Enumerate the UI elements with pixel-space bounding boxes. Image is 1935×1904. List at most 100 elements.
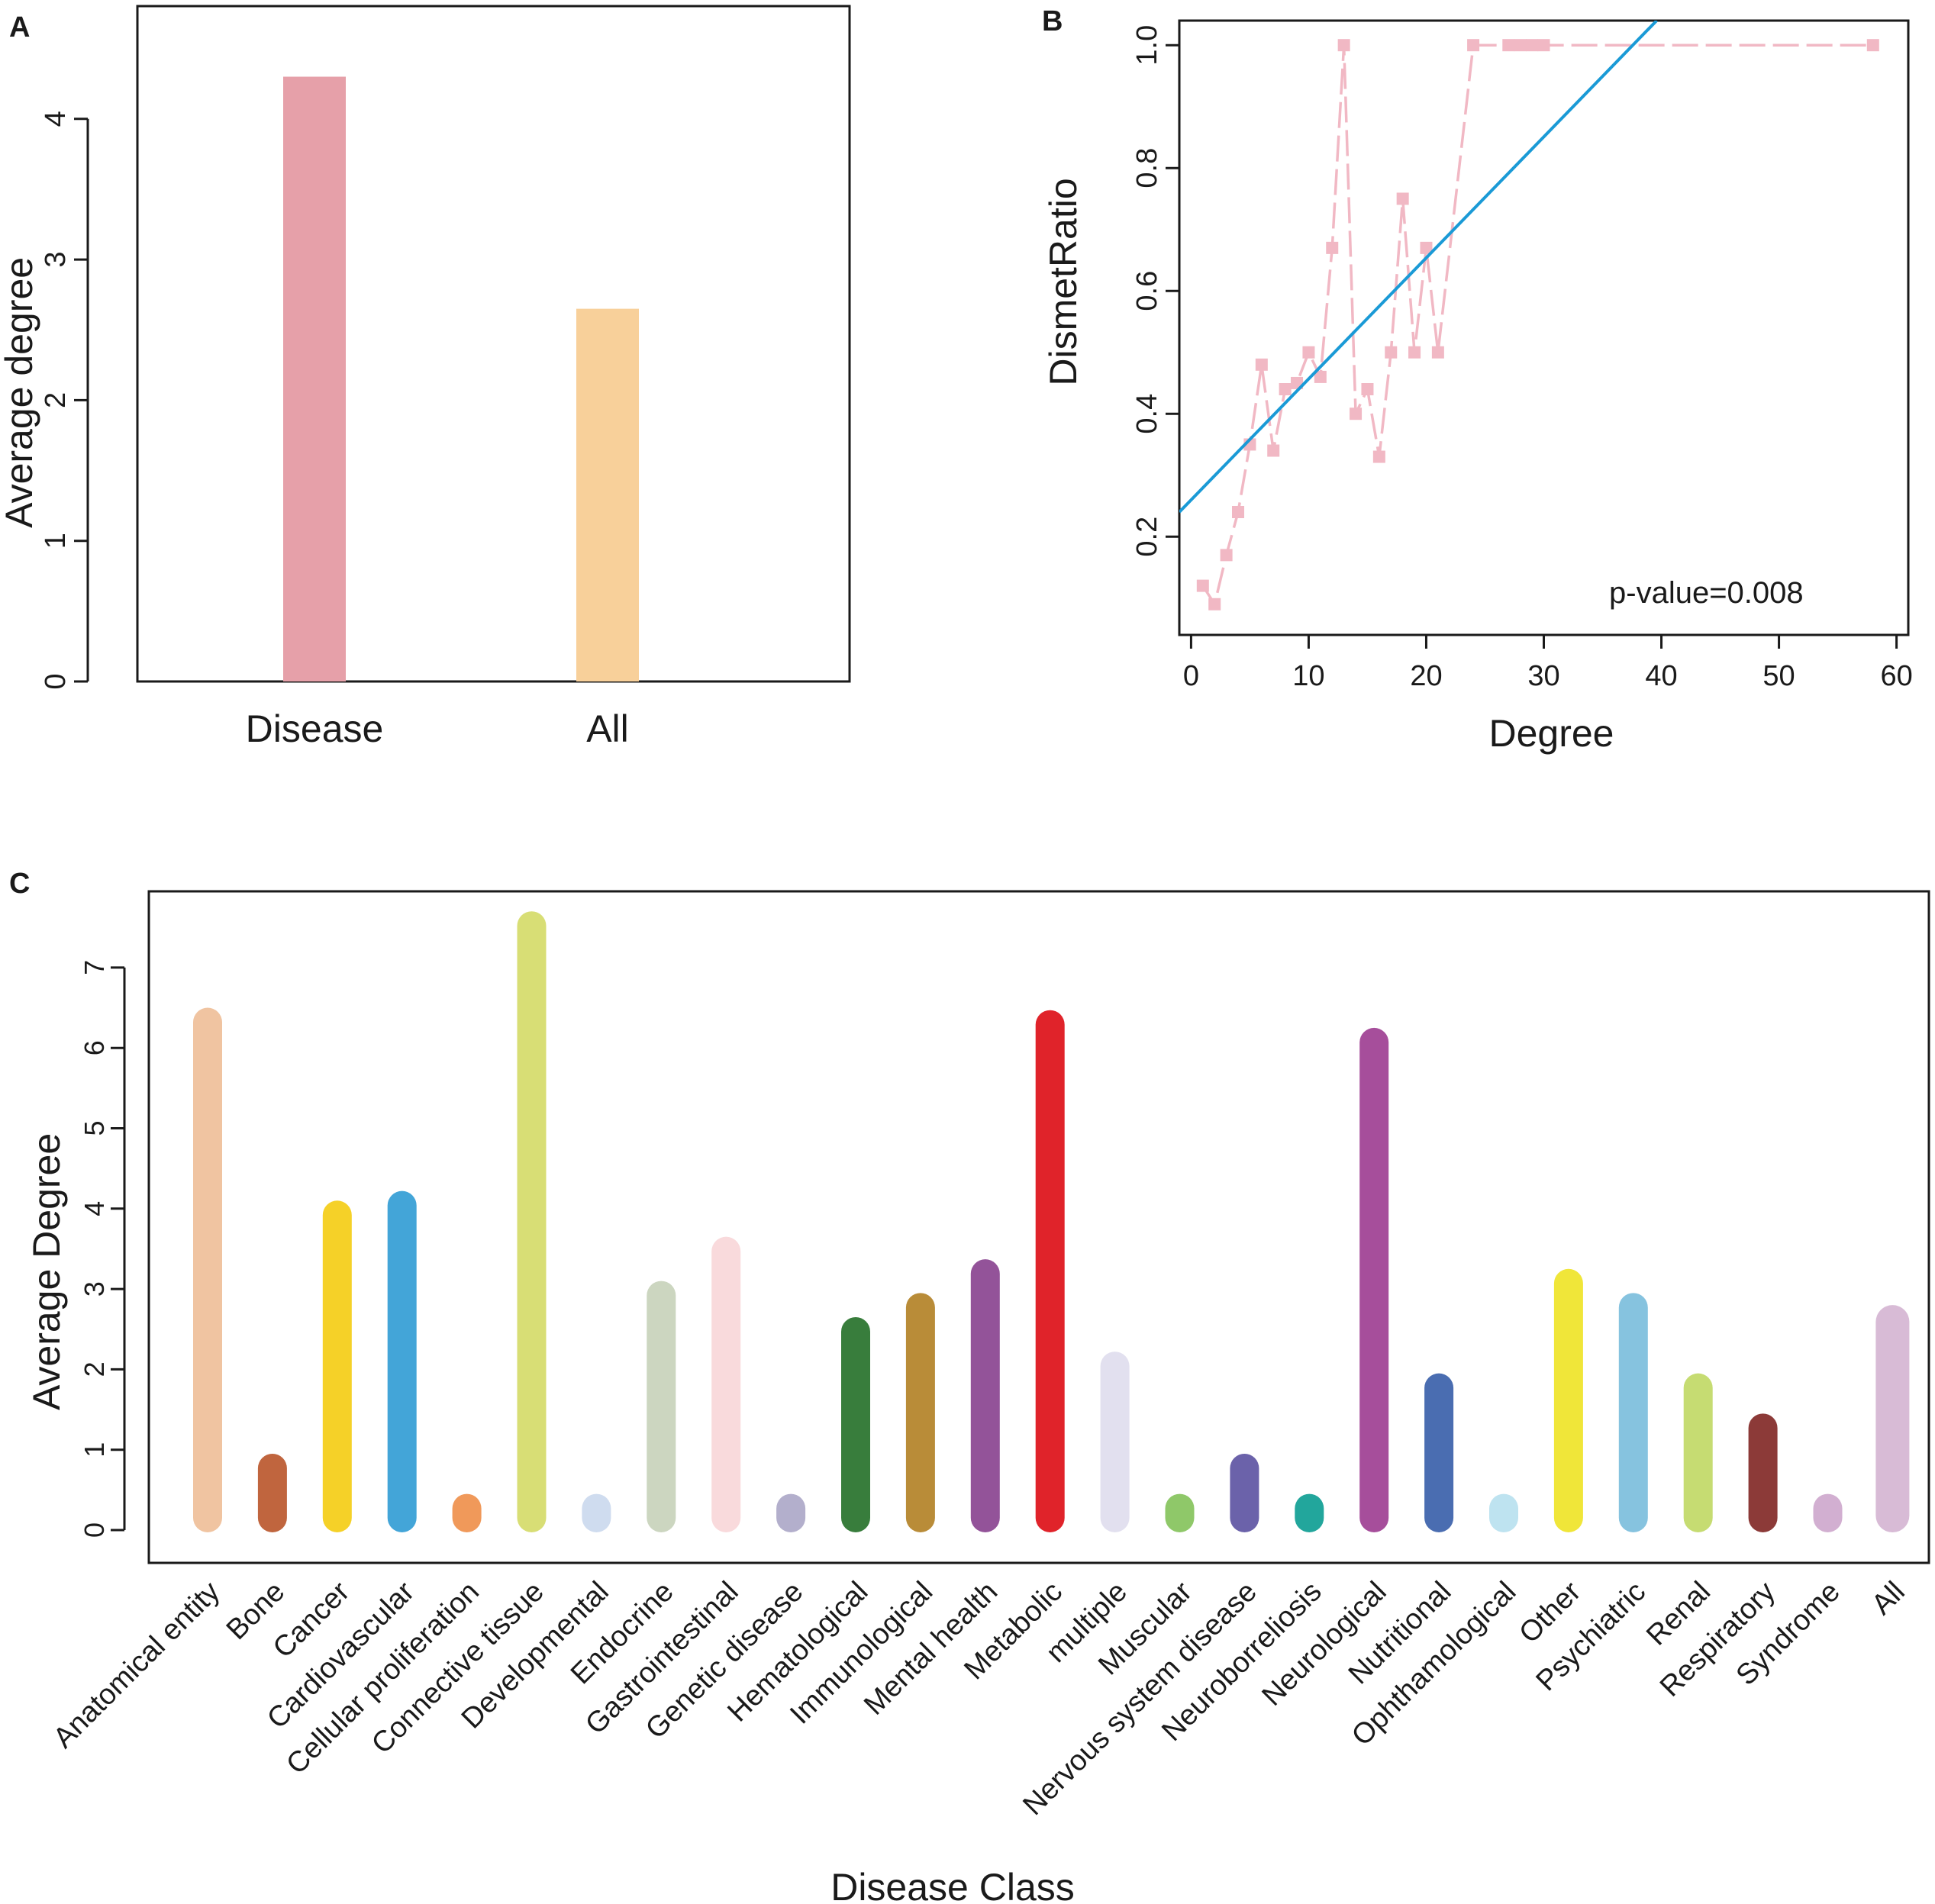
y-tick-label: 4 [79, 1201, 110, 1216]
y-tick-label: 3 [79, 1281, 110, 1297]
bar [1359, 1027, 1389, 1532]
y-tick-label: 0.8 [1131, 148, 1163, 188]
plot-frame [1178, 19, 1910, 636]
x-tick-label: 20 [1410, 660, 1442, 692]
x-tick-label: 10 [1292, 660, 1324, 692]
fit-line [1179, 21, 1658, 514]
p-value-annotation: p-value=0.008 [1609, 576, 1804, 610]
data-point [1408, 346, 1421, 359]
bar [1553, 1268, 1583, 1532]
y-tick-label: 6 [79, 1040, 110, 1055]
bar [1230, 1453, 1259, 1532]
bar [776, 1493, 806, 1532]
bar [322, 1200, 352, 1532]
data-line [1201, 43, 1873, 608]
x-category-label: Disease [246, 707, 384, 750]
bar [1035, 1010, 1065, 1532]
x-category-label: Anatomical entity [47, 1576, 226, 1754]
bar [1813, 1493, 1843, 1532]
data-point [1302, 346, 1315, 359]
bar [1295, 1493, 1324, 1532]
bar [841, 1316, 870, 1532]
y-tick-label: 7 [79, 960, 110, 975]
data-point [1337, 39, 1350, 52]
panel-b-plot-area: 0 10 20 30 40 50 60 0.2 0.4 0.6 0.8 1.0 Degree Dismet… [1042, 19, 1913, 755]
bar [257, 1453, 287, 1532]
x-tick-label: 50 [1762, 660, 1795, 692]
bar [711, 1236, 741, 1532]
data-point [1431, 346, 1444, 359]
y-tick-label: 0.4 [1131, 394, 1163, 434]
data-point [1267, 444, 1280, 457]
bar [452, 1493, 482, 1532]
y-axis-title: Average Degree [25, 1133, 68, 1410]
data-point [1537, 39, 1550, 52]
data-point [1208, 598, 1221, 611]
y-tick-label: 0 [40, 673, 72, 689]
data-point [1255, 358, 1268, 371]
x-category-label: All [1866, 1576, 1911, 1622]
bar [193, 1007, 222, 1532]
data-point [1372, 450, 1385, 463]
data-point [1232, 506, 1245, 518]
data-point [1396, 192, 1409, 205]
y-tick-label: 1.0 [1131, 25, 1163, 66]
bar [517, 911, 547, 1532]
bar [1424, 1373, 1454, 1532]
plot-frame [147, 890, 1930, 1564]
x-tick-label: 30 [1527, 660, 1559, 692]
bar [1489, 1493, 1518, 1532]
y-axis-title: DismetRatio [1042, 178, 1085, 385]
y-axis-title: Average degree [0, 257, 40, 528]
panel-a: A 0 1 2 3 4 Average degree Disease All [0, 5, 851, 750]
panel-c: C 0 1 2 3 4 5 6 7 Average Degree Disease Class Ana… [9, 868, 1930, 1904]
data-point [1385, 346, 1398, 359]
data-point [1350, 408, 1363, 420]
x-tick-label: 60 [1880, 660, 1912, 692]
bar [1100, 1351, 1130, 1532]
y-tick-label: 0.2 [1131, 517, 1163, 557]
y-tick-label: 3 [40, 252, 72, 268]
data-point [1314, 370, 1327, 383]
data-point [1866, 39, 1879, 52]
bar [387, 1190, 417, 1532]
bar [576, 308, 639, 681]
y-tick-label: 0 [79, 1522, 110, 1538]
x-axis-title: Degree [1489, 712, 1614, 755]
panel-label-b: B [1042, 5, 1063, 37]
panel-label-a: A [9, 11, 30, 43]
bar [582, 1493, 611, 1532]
data-point [1420, 241, 1433, 254]
y-tick-label: 2 [79, 1361, 110, 1377]
y-tick-label: 1 [40, 533, 72, 549]
bar [905, 1293, 935, 1532]
y-tick-label: 5 [79, 1120, 110, 1136]
data-point [1279, 383, 1292, 395]
data-point [1467, 39, 1480, 52]
bar [1618, 1293, 1648, 1532]
panel-a-plot-area: 0 1 2 3 4 Average degree Disease All [0, 5, 851, 750]
plot-frame [136, 5, 851, 683]
panel-b: B 0 10 20 30 40 50 60 0.2 0.4 0.6 0.8 1.0 Degree Dism… [1042, 5, 1913, 755]
data-point [1220, 549, 1233, 562]
y-tick-label: 4 [40, 111, 72, 127]
data-point [1361, 383, 1374, 395]
data-point [1326, 241, 1339, 254]
bar [1683, 1373, 1713, 1532]
bar [283, 76, 346, 681]
panel-c-plot-area: 0 1 2 3 4 5 6 7 Average Degree Disease Class Anato… [25, 890, 1930, 1904]
data-point [1502, 39, 1515, 52]
x-tick-label: 40 [1645, 660, 1677, 692]
bar [1748, 1413, 1778, 1532]
bar [1165, 1493, 1195, 1532]
x-tick-label: 0 [1183, 660, 1199, 692]
x-axis-title: Disease Class [830, 1866, 1075, 1904]
data-point [1196, 579, 1209, 592]
y-tick-label: 0.6 [1131, 271, 1163, 311]
data-point [1526, 39, 1539, 52]
bar [1875, 1305, 1910, 1532]
bar [647, 1281, 676, 1532]
panel-label-c: C [9, 868, 30, 900]
bar [970, 1259, 1000, 1532]
y-tick-label: 2 [40, 392, 72, 408]
